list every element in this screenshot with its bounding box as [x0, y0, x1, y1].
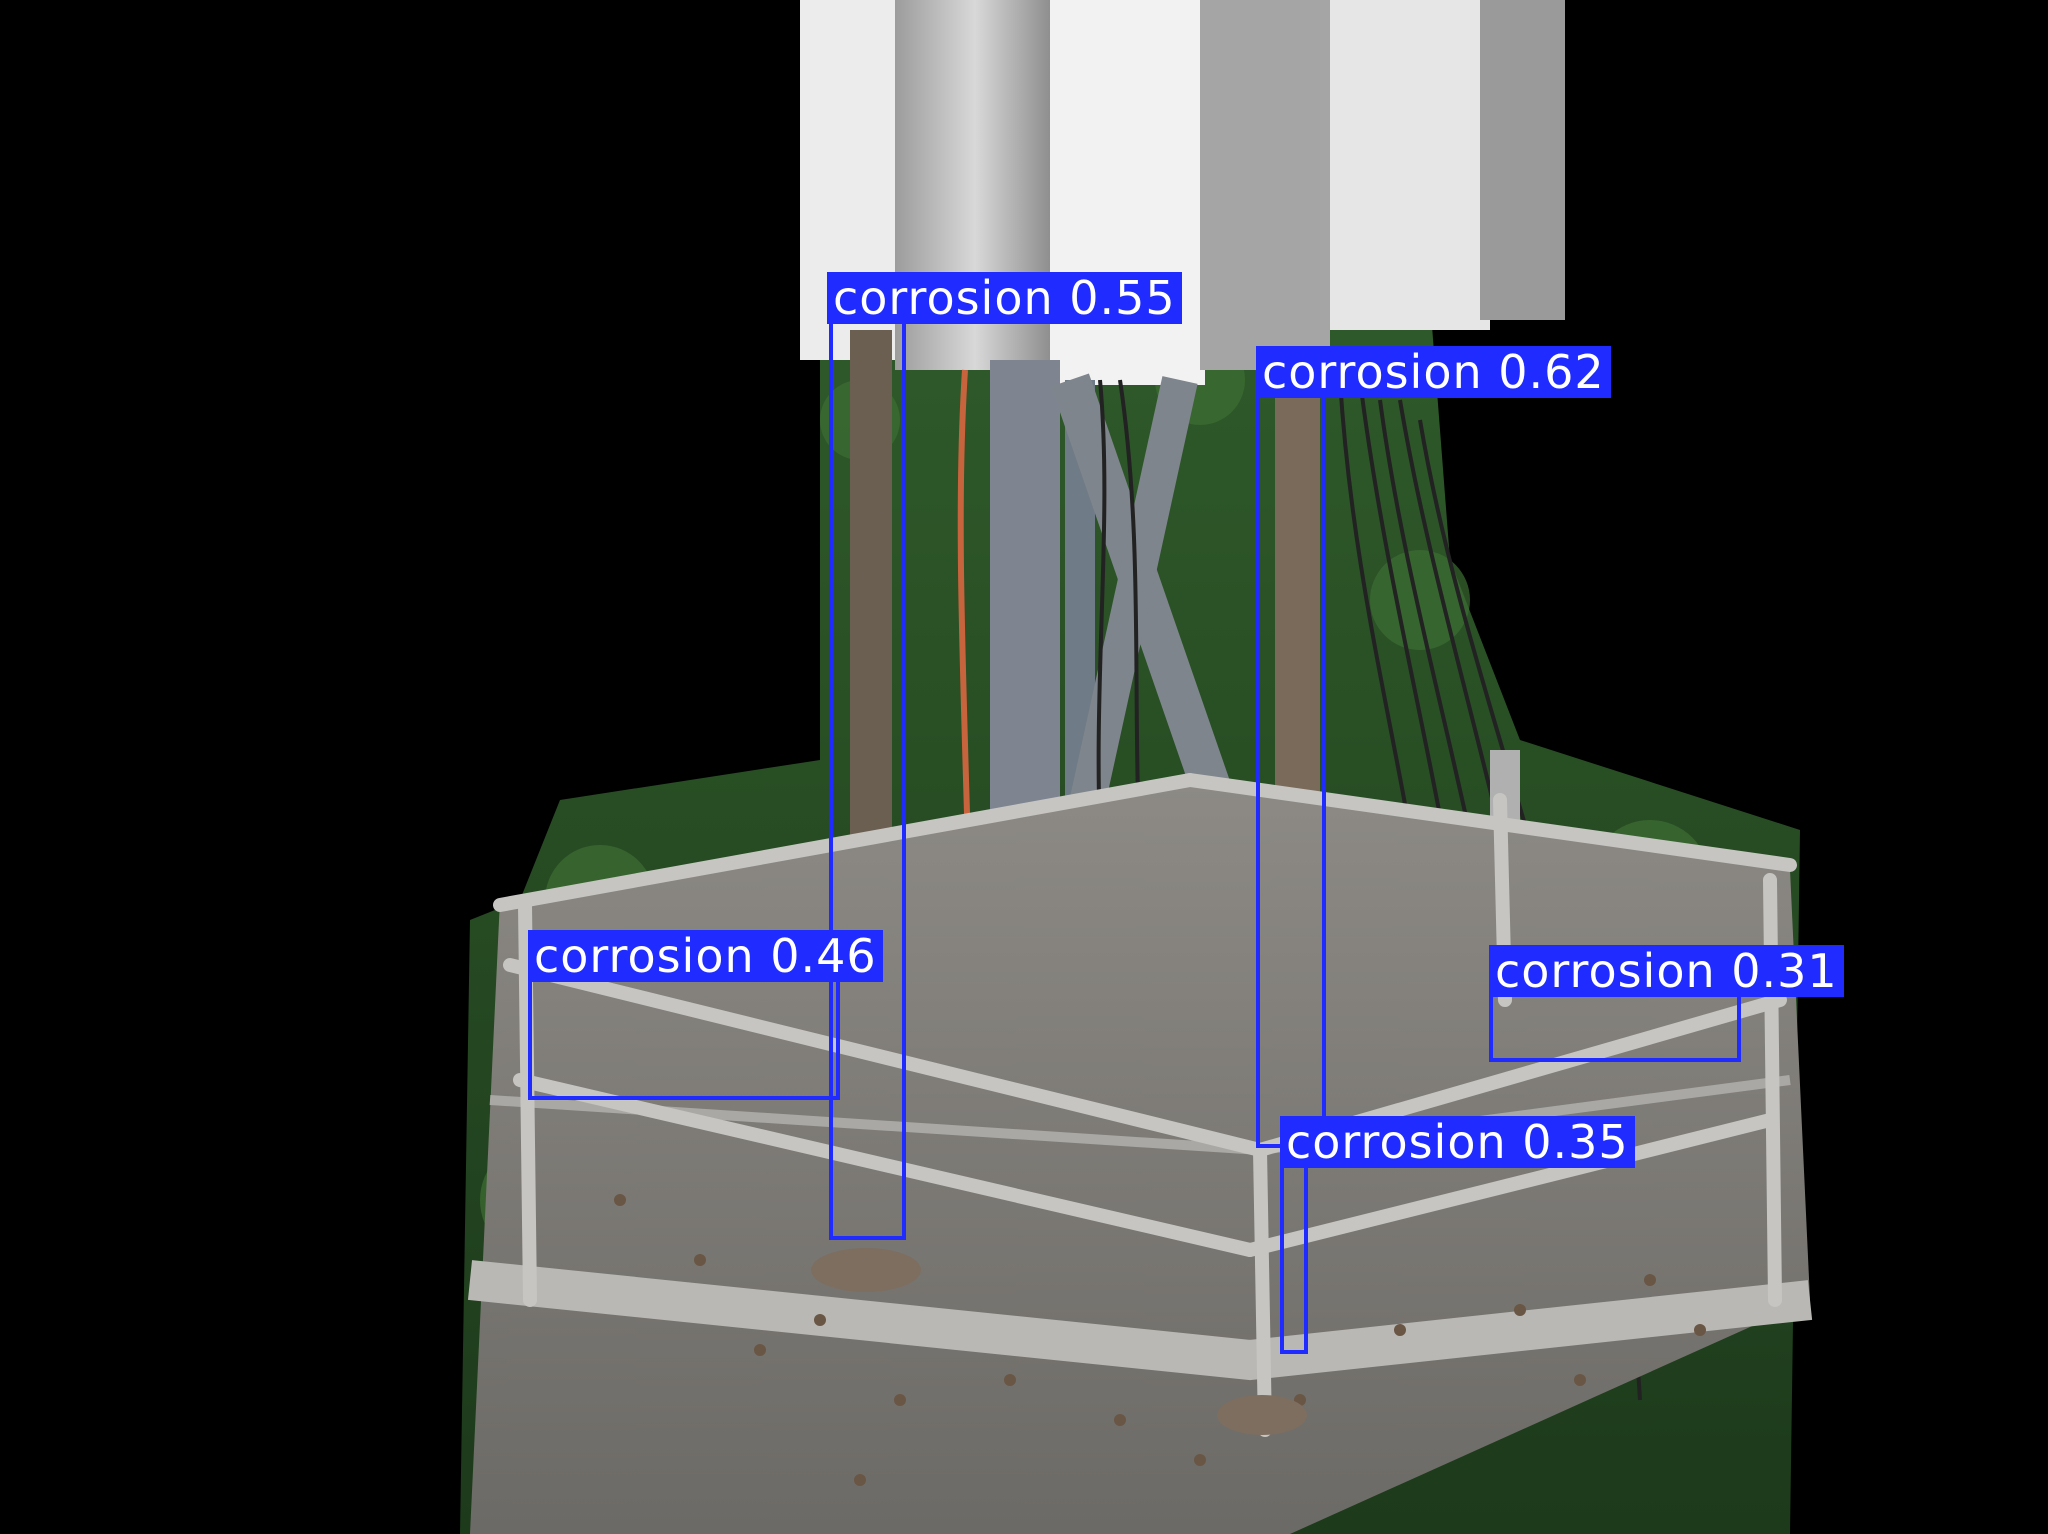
detection-box-corrosion-3 [528, 970, 840, 1100]
pole-base-flange [811, 1248, 921, 1292]
detection-label-corrosion-5: corrosion 0.35 [1280, 1116, 1635, 1168]
railings [493, 773, 1797, 1437]
detection-box-corrosion-1 [829, 312, 906, 1240]
detection-box-corrosion-5 [1280, 1158, 1308, 1354]
detection-label-corrosion-1: corrosion 0.55 [827, 272, 1182, 324]
platform-bolts [614, 1194, 1706, 1486]
detection-label-corrosion-4: corrosion 0.31 [1489, 945, 1844, 997]
detection-label-corrosion-2: corrosion 0.62 [1256, 346, 1611, 398]
detection-box-corrosion-2 [1256, 386, 1326, 1148]
pole-base-flange [1217, 1395, 1307, 1435]
detection-label-corrosion-3: corrosion 0.46 [528, 930, 883, 982]
antenna-panels [800, 0, 1565, 385]
